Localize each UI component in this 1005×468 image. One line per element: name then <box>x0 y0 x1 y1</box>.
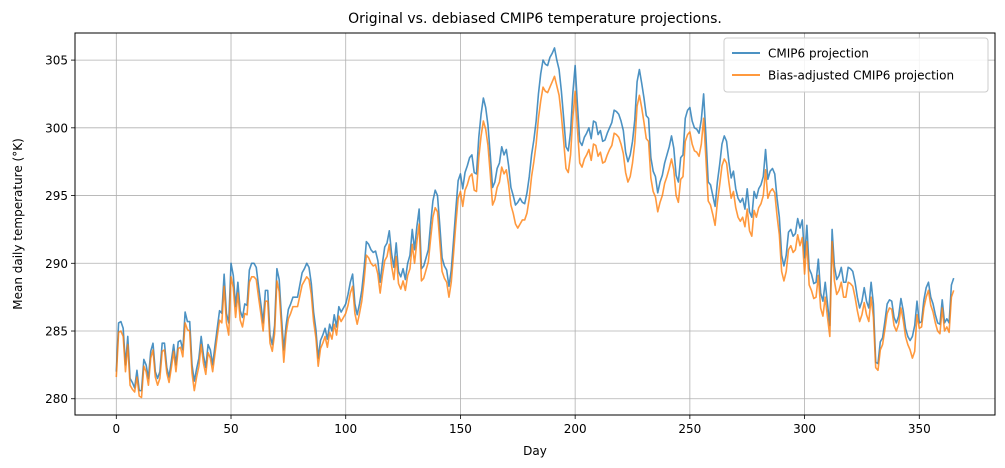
x-axis-title: Day <box>523 444 547 458</box>
x-tick-label: 0 <box>112 422 120 436</box>
legend-label-cmip6: CMIP6 projection <box>768 47 869 61</box>
y-axis-ticks: 280 285 290 295 300 305 <box>45 54 75 406</box>
x-tick-label: 250 <box>678 422 701 436</box>
plot-lines <box>115 47 955 399</box>
x-tick-label: 350 <box>908 422 931 436</box>
x-tick-label: 200 <box>564 422 587 436</box>
series-line-cmip6 <box>115 47 955 392</box>
x-tick-label: 100 <box>334 422 357 436</box>
y-tick-label: 290 <box>45 257 68 271</box>
legend-box <box>723 37 989 93</box>
grid-lines <box>75 33 995 415</box>
x-tick-label: 300 <box>793 422 816 436</box>
y-tick-label: 295 <box>45 189 68 203</box>
x-tick-label: 50 <box>223 422 238 436</box>
plot-frame <box>74 32 996 416</box>
x-axis-ticks: 0 50 100 150 200 250 300 350 <box>112 415 931 436</box>
y-tick-label: 305 <box>45 54 68 68</box>
series-line-bias-adjusted <box>115 75 955 399</box>
y-axis-title: Mean daily temperature (°K) <box>11 138 25 310</box>
y-tick-label: 280 <box>45 392 68 406</box>
legend: CMIP6 projection Bias-adjusted CMIP6 pro… <box>723 37 989 93</box>
y-tick-label: 300 <box>45 121 68 135</box>
legend-label-bias-adjusted: Bias-adjusted CMIP6 projection <box>768 69 954 83</box>
x-tick-label: 150 <box>449 422 472 436</box>
y-tick-label: 285 <box>45 325 68 339</box>
chart-title: Original vs. debiased CMIP6 temperature … <box>348 11 722 27</box>
